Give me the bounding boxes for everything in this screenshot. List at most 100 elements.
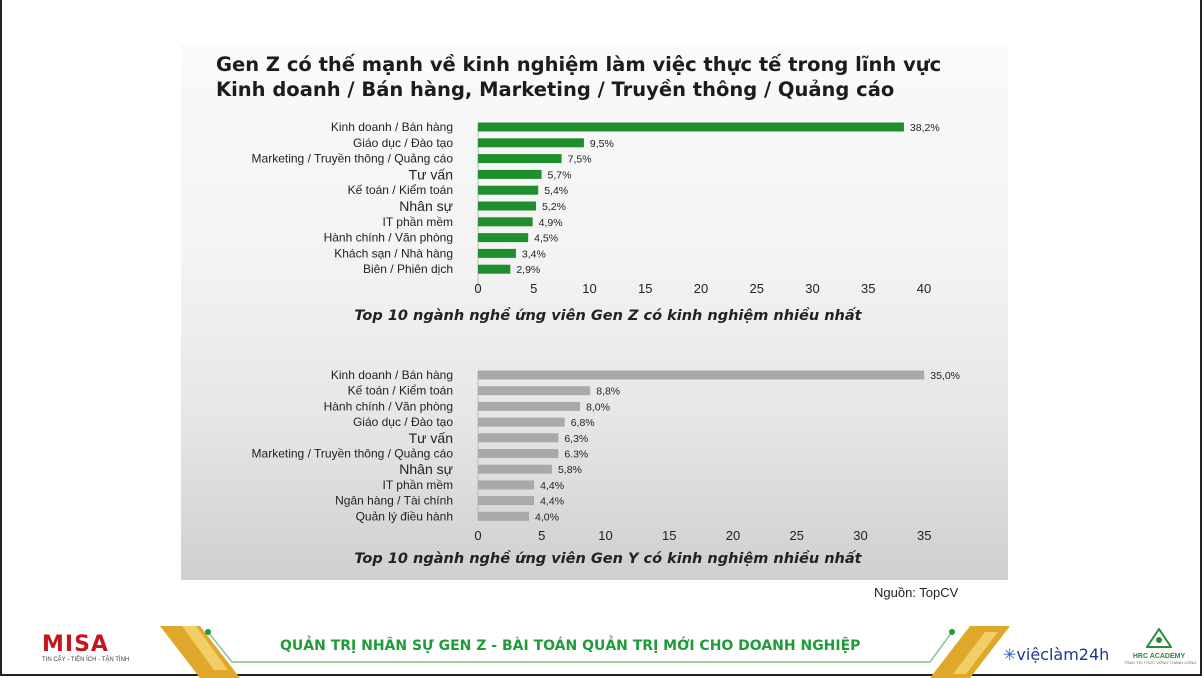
genz-data-label: 4,9% [539,217,563,229]
genz-x-tick-label: 5 [530,281,537,296]
genz-category-label: Biên / Phiên dịch [363,262,453,276]
vieclam24h-icon: ✳ [1003,645,1017,664]
genz-x-tick-label: 35 [861,281,875,296]
genz-category-label: Hành chính / Văn phòng [324,231,453,245]
genz-category-label: Kinh doanh / Bán hàng [331,120,453,134]
slide-title-line-1: Gen Z có thế mạnh về kinh nghiệm làm việ… [216,53,942,76]
geny-category-label: IT phần mềm [383,478,453,492]
vieclam24h-logo: ✳việclàm24h [1003,645,1109,664]
geny-bar [478,433,559,443]
genz-bar [478,248,516,258]
geny-category-label: Kế toán / Kiểm toán [348,384,453,398]
geny-category-label: Kinh doanh / Bán hàng [331,368,453,382]
genz-bar [478,154,562,164]
genz-bar [478,185,539,195]
geny-category-label: Quản lý điều hành [356,509,453,523]
genz-x-tick-label: 40 [917,281,931,296]
genz-data-label: 9,5% [590,138,614,150]
geny-bar [478,401,580,411]
source-note: Nguồn: TopCV [874,585,959,600]
genz-data-label: 7,5% [568,154,592,166]
genz-bar [478,122,904,132]
misa-logo-text: MISA [42,632,109,657]
banner-dot-right [949,629,955,635]
geny-data-label: 6,3% [564,433,588,445]
geny-x-tick-label: 30 [853,528,867,543]
slide-title: Gen Z có thế mạnh về kinh nghiệm làm việ… [216,52,976,102]
slide-image-area [181,45,1008,580]
genz-x-tick-label: 15 [638,281,652,296]
genz-category-label: Nhân sự [399,198,453,214]
genz-category-label: IT phần mềm [383,215,453,229]
geny-bar [478,511,529,521]
geny-bar [478,496,535,506]
geny-x-tick-label: 35 [917,528,931,543]
bar-charts: Kinh doanh / Bán hàng 38,2% Giáo dục / Đào… [252,120,960,567]
geny-chart-title: Top 10 ngành nghề ứng viên Gen Y có kinh… [354,550,862,567]
genz-data-label: 2,9% [516,264,540,276]
genz-bar [478,264,511,274]
genz-bar [478,201,536,211]
geny-bar [478,464,552,474]
misa-logo: MISA [42,632,109,657]
geny-data-label: 8,8% [596,386,620,398]
genz-data-label: 5,7% [548,169,572,181]
genz-x-tick-label: 20 [694,281,708,296]
hrc-emblem-icon [1145,627,1173,648]
geny-bar [478,480,535,490]
footer-banner-graphic [160,626,1010,678]
genz-category-label: Khách sạn / Nhà hàng [334,246,453,260]
geny-data-label: 6.3% [564,449,588,461]
genz-bar [478,217,533,227]
genz-category-label: Kế toán / Kiểm toán [348,183,453,197]
geny-category-label: Marketing / Truyền thông / Quảng cáo [252,447,454,461]
geny-category-label: Ngân hàng / Tài chính [335,494,453,508]
geny-bar [478,417,565,427]
geny-category-label: Giáo dục / Đào tạo [353,415,453,429]
geny-x-tick-label: 0 [474,528,481,543]
geny-bar [478,449,559,458]
genz-category-label: Giáo dục / Đào tạo [353,136,453,150]
genz-category-label: Marketing / Truyền thông / Quảng cáo [252,152,454,166]
genz-data-label: 5,4% [544,185,568,197]
genz-data-label: 38,2% [910,122,940,134]
gold-stripe-left-light [182,626,228,670]
geny-data-label: 8,0% [586,401,610,413]
geny-x-tick-label: 20 [726,528,740,543]
hrc-academy-tagline: TRAO TRI THỨC VỮNG THÀNH CÔNG [1124,660,1197,665]
genz-bar [478,233,529,243]
banner-text: QUẢN TRỊ NHÂN SỰ GEN Z - BÀI TOÁN QUẢN T… [280,638,861,654]
geny-bar [478,386,591,396]
geny-data-label: 4,4% [540,496,564,508]
slide-title-line-2: Kinh doanh / Bán hàng, Marketing / Truyề… [216,78,895,101]
geny-data-label: 6,8% [571,417,595,429]
geny-bar [478,370,925,380]
geny-x-tick-label: 15 [662,528,676,543]
genz-bar [478,138,584,148]
misa-tagline: TIN CẬY - TIỆN ÍCH - TẬN TÌNH [42,657,130,663]
genz-data-label: 5,2% [542,201,566,213]
geny-x-tick-label: 5 [538,528,545,543]
genz-chart-title: Top 10 ngành nghề ứng viên Gen Z có kinh… [354,307,862,324]
geny-data-label: 35,0% [930,370,960,382]
geny-x-tick-label: 10 [598,528,612,543]
genz-x-tick-label: 30 [805,281,819,296]
banner-dot-left [205,629,211,635]
geny-x-tick-label: 25 [790,528,804,543]
vieclam24h-logo-text: việclàm24h [1016,645,1110,664]
genz-category-label: Tư vấn [409,166,453,182]
genz-data-label: 4,5% [534,233,558,245]
genz-x-tick-label: 0 [474,281,481,296]
geny-data-label: 5,8% [558,464,582,476]
geny-category-label: Tư vấn [409,430,453,446]
genz-data-label: 3,4% [522,248,546,260]
banner-outline [207,631,953,663]
geny-data-label: 4,4% [540,480,564,492]
genz-x-tick-label: 10 [582,281,596,296]
gold-stripe-right-light [953,632,998,674]
hrc-academy-name: HRC ACADEMY [1132,653,1186,660]
geny-category-label: Nhân sự [399,461,453,477]
geny-category-label: Hành chính / Văn phòng [324,399,453,413]
geny-data-label: 4,0% [535,511,559,523]
